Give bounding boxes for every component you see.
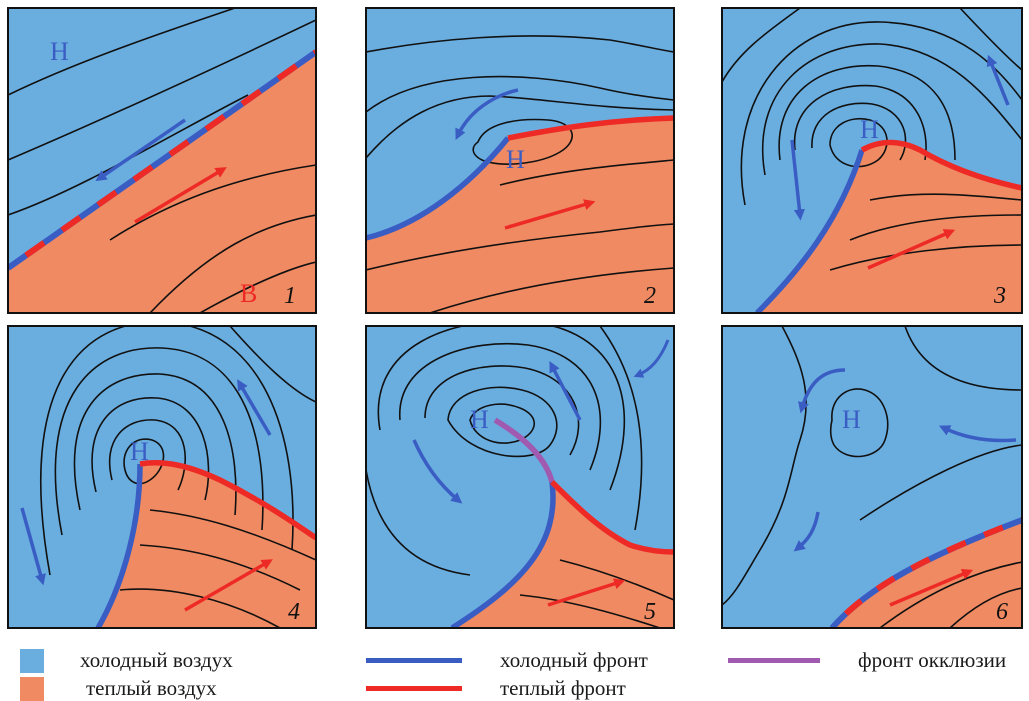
panel-4: Н 4 — [7, 325, 317, 629]
warm-air-swatch — [20, 676, 44, 701]
cold-air-arrow — [412, 439, 463, 504]
stationary-front-red — [829, 517, 1022, 628]
isobars — [722, 8, 1022, 271]
cold-air-arrow — [237, 379, 272, 436]
occlusion-front — [493, 417, 555, 483]
low-pressure-label: Н — [842, 405, 861, 434]
low-pressure-label: Н — [50, 37, 69, 66]
panel-3: Н 3 — [721, 7, 1023, 314]
low-pressure-label: Н — [470, 405, 489, 434]
cold-air-arrow — [20, 507, 46, 586]
warm-air-arrow — [134, 167, 227, 224]
panel-5: Н 5 — [365, 325, 675, 629]
high-pressure-label: В — [240, 279, 257, 308]
low-pressure-label: Н — [130, 437, 149, 466]
cold-air-arrow — [633, 339, 670, 378]
cold-front — [450, 481, 556, 628]
cold-air-arrow — [549, 361, 582, 421]
warm-front — [507, 115, 674, 141]
low-pressure-label: Н — [860, 115, 879, 144]
cold-air-arrow — [938, 425, 1017, 443]
warm-front — [550, 480, 674, 555]
cold-air-arrow — [790, 139, 805, 221]
warm-air-arrow — [504, 199, 596, 230]
low-pressure-label: Н — [506, 145, 525, 174]
panel-6: Н 6 — [721, 325, 1023, 629]
panel-border — [365, 7, 675, 314]
cold-front — [755, 149, 865, 313]
warm-air-region — [366, 118, 674, 313]
isobars — [366, 326, 674, 628]
warm-front-line-key — [366, 686, 462, 691]
cold-front-line-key — [366, 658, 462, 663]
panel-number: 3 — [993, 283, 1006, 309]
panel-number: 4 — [288, 599, 300, 625]
panel-1: Н В 1 — [7, 7, 317, 314]
cold-air-arrow — [798, 368, 846, 414]
legend-cold-front-label: холодный фронт — [500, 648, 648, 672]
isobars — [722, 326, 1022, 628]
cold-air-swatch — [20, 648, 44, 673]
legend-warm-air-label: теплый воздух — [86, 676, 217, 700]
warm-front — [139, 460, 316, 541]
cold-air-arrow — [95, 118, 186, 182]
warm-air-region — [452, 482, 674, 628]
cold-air-arrow — [455, 88, 519, 141]
legend-occlusion-front: фронт окклюзии — [728, 648, 1006, 673]
cold-front — [366, 136, 511, 241]
legend-cold-air: холодный воздух — [20, 648, 233, 673]
isobars — [366, 35, 674, 313]
legend-warm-front: теплый фронт — [366, 676, 626, 701]
warm-front — [860, 139, 1022, 191]
panel-number: 5 — [644, 599, 656, 625]
warm-air-arrow — [547, 578, 626, 607]
occlusion-front-line-key — [728, 658, 820, 663]
cold-air-arrow — [986, 54, 1010, 106]
warm-air-arrow — [889, 569, 974, 607]
panel-number: 2 — [644, 283, 656, 309]
panel-border — [721, 325, 1023, 629]
panel-border — [721, 7, 1023, 314]
legend-cold-air-label: холодный воздух — [80, 648, 233, 672]
panel-border — [7, 325, 317, 629]
warm-air-region — [8, 52, 316, 313]
warm-air-region — [832, 520, 1022, 628]
isobars — [8, 8, 316, 313]
panel-border — [7, 7, 317, 314]
legend-warm-front-label: теплый фронт — [500, 676, 626, 700]
panel-2: Н 2 — [365, 7, 675, 314]
stationary-front-blue — [8, 49, 316, 271]
legend-cold-front: холодный фронт — [366, 648, 648, 673]
warm-air-arrow — [867, 229, 956, 270]
cold-air-arrow — [793, 511, 820, 552]
cold-front — [95, 463, 143, 628]
warm-air-arrow — [184, 559, 273, 612]
panel-border — [365, 325, 675, 629]
panel-number: 1 — [284, 283, 296, 309]
panel-number: 6 — [996, 599, 1008, 625]
legend-warm-air: теплый воздух — [20, 676, 217, 701]
legend-occlusion-front-label: фронт окклюзии — [858, 648, 1007, 672]
